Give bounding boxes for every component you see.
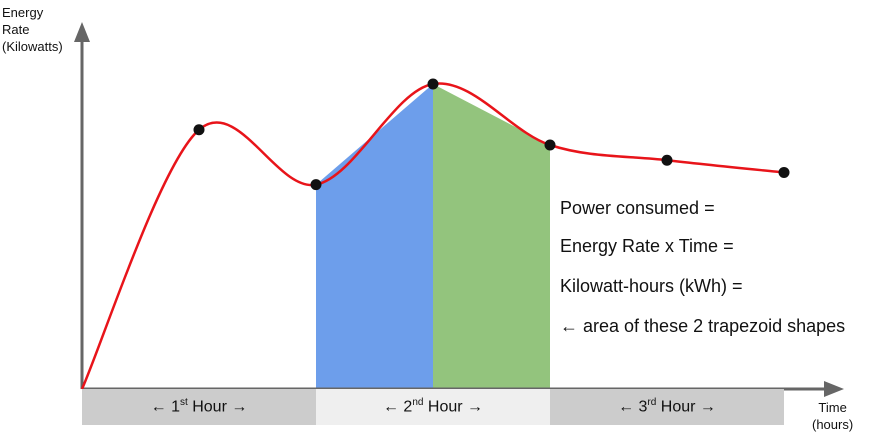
data-point-5: [661, 154, 673, 166]
data-point-1: [193, 124, 205, 136]
x-axis-title-line-2: (hours): [812, 417, 854, 432]
y-axis-title-line-3: (Kilowatts): [2, 39, 63, 54]
x-axis-title: Time (hours): [812, 399, 853, 433]
x-axis-arrow: [824, 381, 844, 397]
data-point-4: [544, 139, 556, 151]
y-axis-arrow: [74, 22, 90, 42]
y-axis-title-line-2: Rate: [2, 22, 30, 37]
hour-2-label: ← 2nd Hour →: [382, 397, 484, 416]
energy-curve-line: [80, 82, 785, 390]
x-axis-title-line-1: Time: [818, 400, 847, 415]
note-kilowatt-hours: Kilowatt-hours (kWh) =: [560, 276, 743, 296]
hour-2-box: ← 2nd Hour →: [316, 389, 550, 425]
data-point-3: [427, 78, 439, 90]
y-axis-title: Energy Rate (Kilowatts): [2, 4, 63, 55]
data-points: [193, 78, 790, 191]
note-power-consumed: Power consumed =: [560, 198, 715, 218]
note-trapezoid-area: ← area of these 2 trapezoid shapes: [560, 316, 846, 336]
note-energy-rate-time: Energy Rate x Time =: [560, 236, 734, 256]
data-point-6: [778, 166, 790, 178]
hour-1-label: ← 1st Hour →: [150, 397, 248, 416]
trapezoid-2: [433, 84, 550, 389]
y-axis-title-line-1: Energy: [2, 5, 44, 20]
hour-1-box: ← 1st Hour →: [82, 389, 316, 425]
trapezoid-1: [316, 84, 433, 389]
energy-curve: [80, 82, 785, 390]
hour-3-box: ← 3rd Hour →: [550, 389, 784, 425]
hour-3-label: ← 3rd Hour →: [618, 397, 716, 416]
trapezoid-areas: [316, 84, 550, 389]
data-point-2: [310, 179, 322, 191]
